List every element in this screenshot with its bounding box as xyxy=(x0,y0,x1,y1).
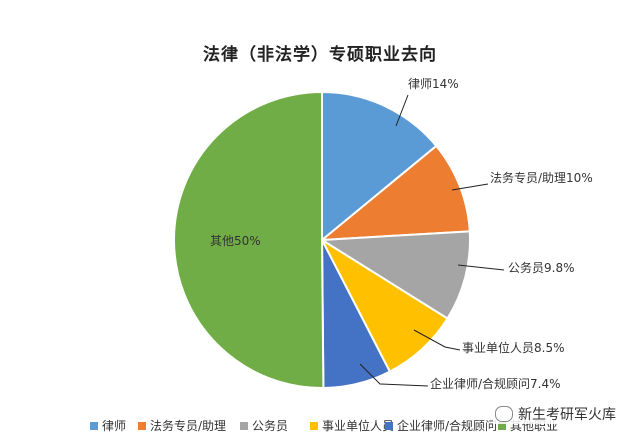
data-label-5: 其他50% xyxy=(210,234,261,248)
data-label-3: 事业单位人员8.5% xyxy=(462,340,565,355)
wechat-icon xyxy=(495,406,513,422)
leader-line-4 xyxy=(359,363,429,387)
data-label-0: 律师14% xyxy=(408,77,459,91)
leader-line-1 xyxy=(451,183,489,191)
legend-swatch-2 xyxy=(240,421,248,430)
pie-slice-2 xyxy=(318,230,471,320)
data-label-2: 公务员9.8% xyxy=(508,260,575,275)
leader-line-3 xyxy=(413,329,461,351)
leader-line-2 xyxy=(457,264,505,271)
data-label-4: 企业律师/合规顾问7.4% xyxy=(430,376,561,391)
pie-slice-5 xyxy=(173,90,325,389)
legend-swatch-4 xyxy=(385,421,393,430)
legend-label-3: 事业单位人员 xyxy=(322,419,395,433)
legend-swatch-3 xyxy=(310,421,318,430)
legend-label-2: 公务员 xyxy=(252,419,289,433)
legend-item-2: 公务员 xyxy=(240,417,288,434)
legend-item-3: 事业单位人员 xyxy=(310,417,394,434)
legend-label-1: 法务专员/助理 xyxy=(150,419,227,433)
legend: 律师 法务专员/助理 公务员 事业单位人员 企业律师/合规顾问 其他职业 xyxy=(90,413,630,435)
watermark: 新生考研军火库 xyxy=(493,404,618,424)
pie-slice-1 xyxy=(318,144,471,242)
legend-swatch-0 xyxy=(90,421,98,430)
data-label-1: 法务专员/助理10% xyxy=(490,170,593,185)
watermark-text: 新生考研军火库 xyxy=(518,407,616,423)
legend-item-0: 律师 xyxy=(90,417,126,434)
leader-line-0 xyxy=(395,94,409,127)
legend-item-1: 法务专员/助理 xyxy=(138,417,226,434)
pie-slice-0 xyxy=(321,90,438,243)
legend-label-0: 律师 xyxy=(102,419,127,433)
legend-label-4: 企业律师/合规顾问 xyxy=(397,419,498,433)
legend-item-4: 企业律师/合规顾问 xyxy=(385,417,497,434)
chart-title: 法律（非法学）专硕职业去向 xyxy=(203,45,437,65)
legend-swatch-1 xyxy=(138,421,146,430)
legend-swatch-5 xyxy=(498,421,506,430)
